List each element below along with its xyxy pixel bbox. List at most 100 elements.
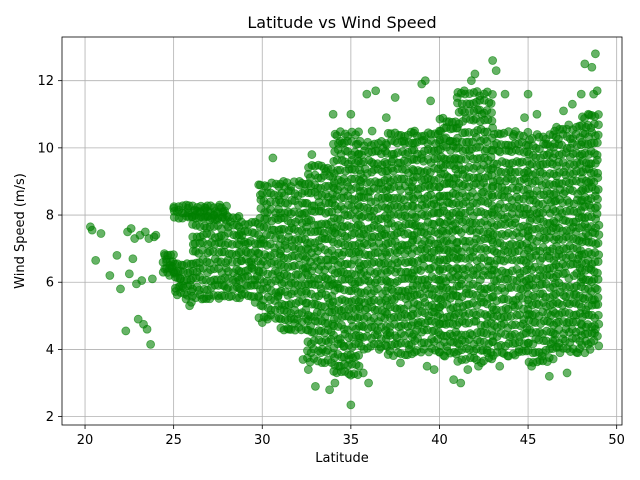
- data-point: [592, 202, 602, 211]
- data-point: [91, 255, 101, 265]
- data-point: [330, 378, 340, 388]
- data-point: [594, 120, 603, 130]
- data-point: [328, 109, 338, 119]
- data-point: [544, 371, 554, 381]
- data-point: [390, 93, 400, 102]
- data-point: [367, 126, 377, 136]
- y-tick-label: 10: [37, 141, 54, 156]
- data-point: [593, 310, 603, 320]
- data-point: [452, 93, 462, 102]
- data-point: [491, 66, 501, 75]
- data-point: [240, 237, 249, 247]
- axis-ticks: 20 25 30 35 40 45 50 2 4 6 8 10 12: [37, 74, 625, 448]
- data-point: [112, 250, 122, 260]
- x-tick-label: 40: [431, 433, 448, 448]
- data-point: [197, 294, 207, 304]
- data-point: [186, 297, 196, 307]
- data-point: [548, 354, 558, 364]
- data-point: [273, 291, 283, 301]
- data-point: [171, 267, 180, 277]
- data-point: [413, 318, 423, 327]
- data-point: [396, 358, 405, 368]
- data-point: [593, 168, 603, 178]
- data-point: [147, 274, 157, 284]
- data-point: [289, 314, 299, 324]
- data-point: [420, 76, 430, 86]
- data-point: [284, 324, 294, 334]
- data-point: [429, 365, 439, 374]
- data-point: [311, 381, 320, 391]
- data-point: [537, 351, 547, 361]
- y-axis-label: Wind Speed (m/s): [13, 173, 28, 289]
- data-point: [364, 378, 373, 388]
- data-point: [520, 113, 529, 123]
- x-tick-label: 20: [77, 433, 94, 448]
- data-point: [495, 361, 505, 371]
- data-point: [346, 400, 356, 410]
- data-point: [426, 96, 436, 106]
- data-point: [594, 250, 604, 260]
- data-point: [466, 76, 476, 86]
- data-point: [374, 345, 384, 354]
- data-point: [567, 99, 577, 109]
- data-point: [116, 284, 125, 294]
- data-point: [585, 345, 595, 354]
- data-point: [298, 355, 308, 364]
- data-point: [204, 291, 214, 301]
- data-point: [96, 229, 106, 238]
- data-point: [594, 220, 604, 230]
- data-point: [562, 368, 572, 378]
- y-tick-label: 6: [46, 276, 54, 291]
- data-point: [488, 56, 498, 65]
- data-point: [587, 62, 597, 72]
- data-point: [307, 150, 317, 159]
- data-point: [146, 339, 156, 349]
- data-point: [385, 328, 395, 338]
- data-point: [592, 284, 602, 294]
- data-point: [316, 348, 326, 358]
- data-point: [236, 227, 246, 237]
- data-points: [85, 49, 604, 410]
- x-tick-label: 25: [165, 433, 182, 448]
- data-point: [422, 361, 432, 371]
- data-point: [222, 284, 232, 294]
- data-point: [435, 126, 444, 136]
- data-point: [593, 238, 603, 248]
- data-point: [509, 130, 519, 139]
- data-point: [527, 361, 537, 371]
- data-point: [449, 375, 459, 385]
- data-point: [591, 49, 600, 59]
- data-point: [593, 194, 602, 204]
- data-point: [445, 136, 455, 146]
- data-point: [440, 351, 450, 361]
- data-point: [335, 136, 345, 146]
- data-point: [559, 106, 568, 116]
- data-point: [151, 230, 161, 240]
- x-tick-label: 30: [254, 433, 271, 448]
- data-point: [459, 86, 469, 96]
- data-point: [488, 89, 497, 99]
- data-point: [231, 277, 241, 287]
- data-point: [593, 130, 603, 140]
- data-point: [87, 225, 97, 235]
- data-point: [279, 177, 288, 186]
- data-point: [580, 59, 590, 69]
- data-point: [133, 314, 143, 324]
- data-point: [247, 261, 257, 270]
- data-point: [250, 297, 260, 307]
- data-point: [128, 254, 138, 264]
- data-point: [137, 276, 147, 285]
- data-point: [592, 150, 602, 160]
- y-tick-label: 12: [37, 74, 54, 89]
- data-point: [594, 230, 604, 240]
- data-point: [456, 378, 466, 388]
- data-point: [169, 250, 178, 260]
- chart-title: Latitude vs Wind Speed: [247, 13, 436, 32]
- data-point: [263, 314, 272, 324]
- data-point: [321, 166, 331, 176]
- data-point: [593, 185, 603, 194]
- data-point: [474, 361, 483, 371]
- data-point: [215, 200, 225, 210]
- data-point: [500, 89, 510, 99]
